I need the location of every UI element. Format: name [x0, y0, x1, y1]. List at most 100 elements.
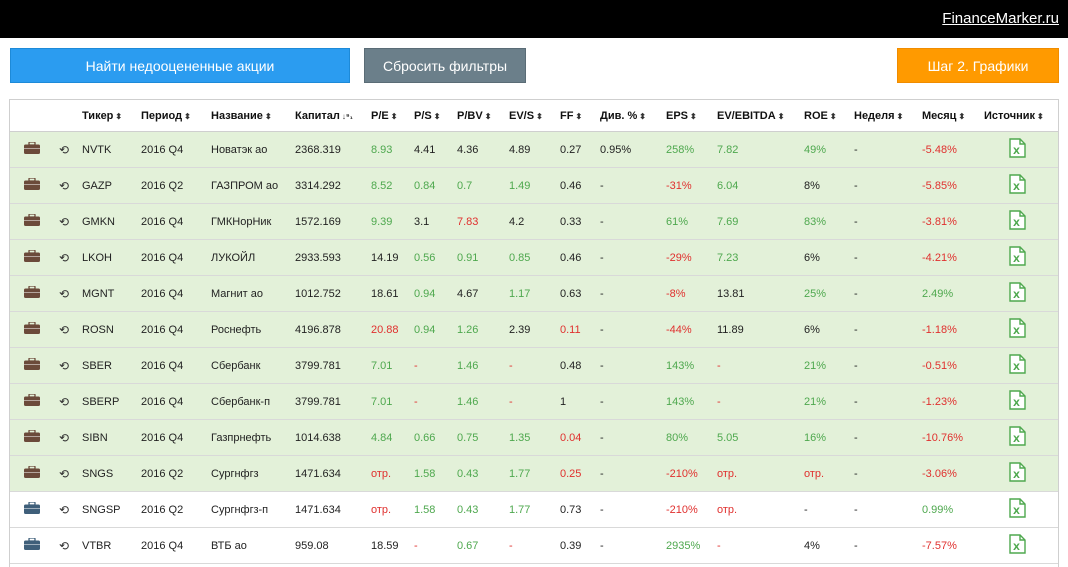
column-header-ff[interactable]: FF ⬍ [560, 100, 600, 132]
sort-icon[interactable]: ⬍ [484, 111, 492, 121]
history-icon[interactable]: ⟲ [59, 142, 70, 157]
excel-file-icon[interactable]: X [1009, 390, 1026, 413]
excel-file-icon[interactable]: X [1009, 498, 1026, 521]
cell-source: X [984, 131, 1058, 168]
excel-file-icon[interactable]: X [1009, 174, 1026, 197]
excel-file-icon[interactable]: X [1009, 354, 1026, 377]
svg-text:X: X [1013, 435, 1020, 445]
table-row[interactable]: ⟲ SIBN 2016 Q4 Газпрнефть 1014.638 4.84 0.66 0.… [10, 419, 1058, 456]
cell-cap: 1012.752 [295, 275, 371, 312]
history-icon[interactable]: ⟲ [59, 322, 70, 337]
sort-icon[interactable]: ⬍ [433, 111, 441, 121]
briefcase-icon[interactable] [24, 285, 40, 298]
excel-file-icon[interactable]: X [1009, 210, 1026, 233]
briefcase-icon[interactable] [24, 537, 40, 550]
sort-icon[interactable]: ⬍ [115, 111, 123, 121]
history-icon[interactable]: ⟲ [59, 430, 70, 445]
excel-file-icon[interactable]: X [1009, 426, 1026, 449]
excel-file-icon[interactable]: X [1009, 246, 1026, 269]
reset-filters-button[interactable]: Сбросить фильтры [364, 48, 526, 83]
excel-file-icon[interactable]: X [1009, 282, 1026, 305]
table-row[interactable]: ⟲ ROSN 2016 Q4 Роснефть 4196.878 20.88 0.94 1.2… [10, 311, 1058, 348]
sort-icon[interactable]: ⬍ [690, 111, 697, 121]
column-header-pbv[interactable]: P/BV ⬍ [457, 100, 509, 132]
cell-eps: -210% [666, 455, 717, 492]
svg-text:X: X [1013, 471, 1020, 481]
brand-link[interactable]: FinanceMarker.ru [942, 10, 1059, 27]
cell-pbv: 0.43 [457, 455, 509, 492]
history-cell: ⟲ [52, 455, 82, 492]
column-header-roe[interactable]: ROE ⬍ [804, 100, 854, 132]
column-header-eps[interactable]: EPS ⬍ [666, 100, 717, 132]
column-header-ps[interactable]: P/S ⬍ [414, 100, 457, 132]
history-icon[interactable]: ⟲ [59, 286, 70, 301]
column-header-week[interactable]: Неделя ⬍ [854, 100, 922, 132]
find-undervalued-button[interactable]: Найти недооцененные акции [10, 48, 350, 83]
sort-icon[interactable]: ⬍ [536, 111, 543, 121]
cell-pbv: 1.46 [457, 383, 509, 420]
history-icon[interactable]: ⟲ [59, 214, 70, 229]
history-icon[interactable]: ⟲ [59, 250, 70, 265]
cell-week: - [854, 311, 922, 348]
table-row[interactable]: ⟲ LKOH 2016 Q4 ЛУКОЙЛ 2933.593 14.19 0.56 0.91 0… [10, 239, 1058, 276]
sort-icon[interactable]: ⬍ [184, 111, 191, 121]
briefcase-icon[interactable] [24, 465, 40, 478]
cell-roe: 4% [804, 527, 854, 564]
briefcase-icon[interactable] [24, 501, 40, 514]
sort-icon[interactable]: ⬍ [575, 111, 583, 121]
table-row[interactable]: ⟲ SBERP 2016 Q4 Сбербанк-п 3799.781 7.01-1.46… [10, 383, 1058, 420]
briefcase-icon[interactable] [24, 393, 40, 406]
table-row[interactable]: ⟲ MGNT 2016 Q4 Магнит ао 1012.752 18.61 0.94 4.… [10, 275, 1058, 312]
history-icon[interactable]: ⟲ [59, 466, 70, 481]
table-row[interactable]: ⟲ GMKN 2016 Q4 ГМКНорНик 1572.169 9.39 3.1 7.83… [10, 203, 1058, 240]
table-row[interactable]: ⟲ SNGSP 2016 Q2 Сургнфгз-п 1471.634 отр. 1.58 0… [10, 491, 1058, 528]
column-header-ticker[interactable]: Тикер ⬍ [82, 100, 141, 132]
sort-icon[interactable]: ⬍ [390, 111, 398, 121]
column-header-evebitda[interactable]: EV/EBITDA ⬍ [717, 100, 804, 132]
column-header-name[interactable]: Название ⬍ [211, 100, 295, 132]
briefcase-icon[interactable] [24, 321, 40, 334]
sort-icon[interactable]: ⬍ [896, 111, 904, 121]
sort-icon[interactable]: ⬍ [829, 111, 837, 121]
table-row[interactable]: ⟲ VTBR 2016 Q4 ВТБ ао 959.08 18.59-0.67-0.39-… [10, 527, 1058, 564]
sort-icon[interactable]: ⬍ [958, 111, 966, 121]
briefcase-icon[interactable] [24, 357, 40, 370]
column-header-pe[interactable]: P/E ⬍ [371, 100, 414, 132]
briefcase-icon[interactable] [24, 249, 40, 262]
briefcase-icon[interactable] [24, 213, 40, 226]
history-icon[interactable]: ⟲ [59, 502, 70, 517]
excel-file-icon[interactable]: X [1009, 318, 1026, 341]
excel-file-icon[interactable]: X [1009, 534, 1026, 557]
briefcase-icon[interactable] [24, 429, 40, 442]
history-icon[interactable]: ⟲ [59, 394, 70, 409]
sort-icon[interactable]: ⬍ [777, 111, 785, 121]
column-header-evs[interactable]: EV/S ⬍ [509, 100, 560, 132]
briefcase-icon[interactable] [24, 177, 40, 190]
sort-icon[interactable]: ⬍ [264, 111, 272, 121]
column-header-div[interactable]: Див. % ⬍ [600, 100, 666, 132]
briefcase-icon[interactable] [24, 141, 40, 154]
cell-week: - [854, 347, 922, 384]
cell-ticker: LKOH [82, 239, 141, 276]
excel-file-icon[interactable]: X [1009, 138, 1026, 161]
sort-icon[interactable]: ⬍ [639, 111, 646, 121]
history-icon[interactable]: ⟲ [59, 178, 70, 193]
sort-icon[interactable]: ⬍ [1037, 111, 1044, 121]
excel-file-icon[interactable]: X [1009, 462, 1026, 485]
history-icon[interactable]: ⟲ [59, 358, 70, 373]
table-row[interactable]: ⟲ SBER 2016 Q4 Сбербанк 3799.781 7.01-1.46-0.… [10, 347, 1058, 384]
cell-name: Сургнфгз [211, 455, 295, 492]
history-cell: ⟲ [52, 347, 82, 384]
step2-charts-button[interactable]: Шаг 2. Графики [897, 48, 1059, 83]
column-header-cap[interactable]: Капитал ↓⁹₁ [295, 100, 371, 132]
history-icon[interactable]: ⟲ [59, 538, 70, 553]
table-row[interactable]: ⟲ NVTK 2016 Q4 Новатэк ао 2368.319 8.93 4.41 4.… [10, 131, 1058, 168]
column-header-source[interactable]: Источник ⬍ [984, 100, 1058, 132]
cell-pe: 8.52 [371, 167, 414, 204]
table-row[interactable]: ⟲ GAZP 2016 Q2 ГАЗПРОМ ао 3314.292 8.52 0.84 0.… [10, 167, 1058, 204]
column-header-month[interactable]: Месяц ⬍ [922, 100, 984, 132]
cell-source: X [984, 455, 1058, 492]
sort-icon[interactable]: ↓⁹₁ [341, 111, 353, 121]
table-row[interactable]: ⟲ SNGS 2016 Q2 Сургнфгз 1471.634 отр. 1.58 0.43… [10, 455, 1058, 492]
column-header-period[interactable]: Период ⬍ [141, 100, 211, 132]
